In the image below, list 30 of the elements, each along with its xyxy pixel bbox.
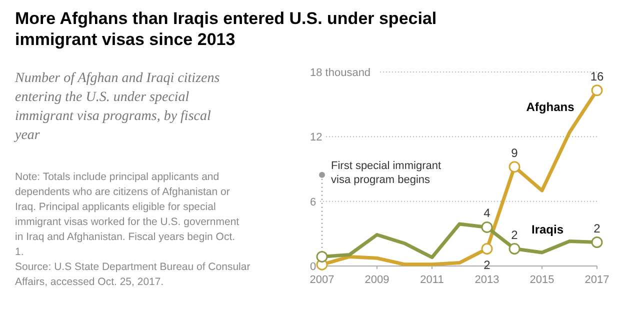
data-label: 2 <box>594 221 601 236</box>
ref-line-label: First special immigrant visa program begins <box>331 160 442 186</box>
point <box>508 161 520 173</box>
data-label: 2 <box>511 228 518 242</box>
data-label: 9 <box>511 146 518 160</box>
point <box>591 84 603 96</box>
text: Number of Afghan and Iraqi citizens entering the U.S. under special immigrant visa programs, by fiscal year <box>13 71 220 143</box>
x-tick-label: 2007 <box>310 274 334 286</box>
point <box>508 243 520 255</box>
data-label: 16 <box>590 69 604 84</box>
data-label: 2 <box>484 258 491 272</box>
series-label: Afghans <box>526 100 575 114</box>
source-note: Source: U.S State Department Bureau of Consular Affairs, accessed Oct. 25, 2017. <box>15 261 251 288</box>
point <box>481 221 493 233</box>
x-tick-label: 2009 <box>364 274 390 286</box>
data-label: 4 <box>484 206 491 220</box>
y-tick-label: 18 thousand <box>310 67 371 79</box>
point <box>316 250 328 262</box>
point <box>481 243 493 255</box>
chart-title: More Afghans than Iraqis entered U.S. under special immigrant visas since 2013 <box>15 9 437 49</box>
x-tick-label: 2013 <box>474 274 500 286</box>
x-tick-label: 2011 <box>420 274 444 286</box>
y-tick-label: 6 <box>310 196 316 208</box>
x-tick-label: 2017 <box>584 274 610 286</box>
text: Note: Totals include principal applicants and dependents who are citizens of Afghanistan or Iraq. Principal applicants eligible for special immigrant visas worked for the U.S. government in Iraq and Afghanistan. Fiscal years begin Oct. 1. <box>15 171 240 258</box>
point <box>591 236 603 248</box>
y-tick-label: 0 <box>310 261 316 273</box>
series-label: Iraqis <box>531 222 564 237</box>
x-tick-label: 2015 <box>530 274 554 286</box>
y-tick-label: 12 <box>310 132 322 144</box>
